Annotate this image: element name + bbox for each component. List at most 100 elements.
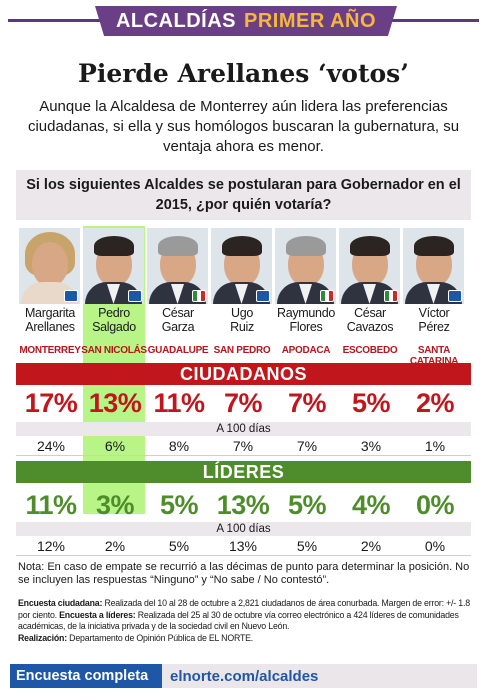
banner-part1: ALCALDÍAS bbox=[115, 9, 236, 32]
row-divider bbox=[16, 555, 471, 556]
ciudadanos-value: 13% bbox=[88, 388, 142, 418]
method-label-ciudadana: Encuesta ciudadana: bbox=[18, 598, 103, 608]
candidate-last-name: Salgado bbox=[92, 320, 136, 334]
candidate-name: Víctor Pérez bbox=[403, 306, 465, 334]
pan-logo-icon bbox=[256, 290, 270, 302]
banner-part2: PRIMER AÑO bbox=[244, 9, 377, 32]
method-label-realizacion: Realización: bbox=[18, 632, 67, 643]
method-label-lideres: Encuesta a líderes: bbox=[59, 609, 136, 620]
lideres-100dias-value: 13% bbox=[228, 538, 258, 554]
hair-shape bbox=[158, 236, 198, 256]
ciudadanos-100dias-value: 1% bbox=[424, 438, 446, 454]
footer-link[interactable]: elnorte.com/alcaldes bbox=[162, 664, 477, 688]
hair-shape bbox=[286, 236, 326, 256]
candidate-name: César Cavazos bbox=[339, 306, 401, 334]
headline: Pierde Arellanes ‘votos’ bbox=[78, 59, 409, 88]
candidate-photo bbox=[19, 228, 80, 304]
ciudadanos-100dias-value: 7% bbox=[232, 438, 254, 454]
candidate-photo bbox=[339, 228, 400, 304]
pri-logo-icon bbox=[384, 290, 398, 302]
footer-label: Encuesta completa bbox=[10, 664, 162, 688]
candidate-first-name: Raymundo bbox=[276, 306, 336, 320]
method-text-realizacion: Departamento de Opinión Pública de EL NO… bbox=[66, 632, 254, 643]
candidate-name: Pedro Salgado bbox=[83, 306, 145, 334]
candidate-first-name: César bbox=[162, 306, 194, 320]
note-text: Nota: En caso de empate se recurrió a la… bbox=[18, 561, 470, 586]
candidate-city: MONTERREY bbox=[19, 345, 81, 356]
a100-label-lideres: A 100 días bbox=[16, 522, 471, 536]
row-divider bbox=[16, 455, 471, 456]
dek: Aunque la Alcaldesa de Monterrey aún lid… bbox=[27, 98, 460, 155]
candidate-city: GUADALUPE bbox=[147, 345, 209, 356]
candidate-last-name: Ruiz bbox=[230, 320, 254, 334]
pri-logo-icon bbox=[320, 290, 334, 302]
lideres-value: 11% bbox=[25, 490, 77, 520]
candidate-city: APODACA bbox=[281, 345, 331, 356]
candidate-name: Raymundo Flores bbox=[275, 306, 337, 334]
pri-logo-icon bbox=[192, 290, 206, 302]
lideres-100dias-value: 0% bbox=[424, 538, 446, 554]
candidate-last-name: Pérez bbox=[418, 320, 450, 334]
ciudadanos-100dias-value: 7% bbox=[296, 438, 318, 454]
lideres-value: 0% bbox=[415, 490, 455, 520]
face-shape bbox=[32, 242, 68, 286]
candidate-photo bbox=[211, 228, 272, 304]
candidate-name: César Garza bbox=[147, 306, 209, 334]
lideres-100dias-value: 2% bbox=[360, 538, 382, 554]
hair-shape bbox=[414, 236, 454, 256]
method-text-lideres: Realizada del 25 al 30 de octubre vía co… bbox=[18, 609, 459, 632]
question-box: Si los siguientes Alcaldes se postularan… bbox=[16, 170, 471, 220]
ciudadanos-value: 5% bbox=[351, 388, 391, 418]
ciudadanos-100dias-value: 24% bbox=[36, 438, 66, 454]
candidate-first-name: Víctor bbox=[418, 306, 450, 320]
hair-shape bbox=[350, 236, 390, 256]
candidate-photo bbox=[83, 228, 144, 304]
lideres-100dias-value: 2% bbox=[104, 538, 126, 554]
ciudadanos-value: 17% bbox=[24, 388, 78, 418]
ciudadanos-100dias-value: 6% bbox=[104, 438, 126, 454]
candidate-first-name: Ugo bbox=[230, 306, 254, 320]
ciudadanos-value: 7% bbox=[223, 388, 263, 418]
candidate-last-name: Garza bbox=[161, 320, 195, 334]
lideres-value: 13% bbox=[216, 490, 270, 520]
candidate-last-name: Arellanes bbox=[25, 320, 75, 334]
pan-logo-icon bbox=[64, 290, 78, 302]
candidate-city: SAN NICOLÁS bbox=[81, 345, 147, 356]
candidate-city: SAN PEDRO bbox=[213, 345, 271, 356]
lideres-100dias-value: 12% bbox=[36, 538, 66, 554]
candidate-city: ESCOBEDO bbox=[342, 345, 398, 356]
pan-logo-icon bbox=[128, 290, 142, 302]
methodology: Encuesta ciudadana: Realizada del 10 al … bbox=[18, 598, 473, 644]
ciudadanos-band: CIUDADANOS bbox=[16, 363, 471, 385]
ciudadanos-value: 11% bbox=[153, 388, 205, 418]
candidate-photo bbox=[147, 228, 208, 304]
candidate-last-name: Cavazos bbox=[346, 320, 394, 334]
ciudadanos-100dias-value: 3% bbox=[360, 438, 382, 454]
ciudadanos-value: 2% bbox=[415, 388, 455, 418]
ciudadanos-100dias-value: 8% bbox=[168, 438, 190, 454]
candidate-last-name: Flores bbox=[289, 320, 323, 334]
hair-shape bbox=[222, 236, 262, 256]
candidate-photo bbox=[403, 228, 464, 304]
method-text-ciudadana: Realizada del 10 al 28 de octubre a 2,82… bbox=[18, 598, 470, 620]
lideres-value: 5% bbox=[159, 490, 199, 520]
candidate-photo bbox=[275, 228, 336, 304]
lideres-value: 3% bbox=[95, 490, 135, 520]
hair-shape bbox=[94, 236, 134, 256]
lideres-value: 5% bbox=[287, 490, 327, 520]
candidate-city: SANTA CATARINA bbox=[409, 345, 459, 367]
pan-logo-icon bbox=[448, 290, 462, 302]
lideres-100dias-value: 5% bbox=[168, 538, 190, 554]
a100-label-ciudadanos: A 100 días bbox=[16, 422, 471, 436]
candidate-first-name: César bbox=[354, 306, 386, 320]
candidate-first-name: Margarita bbox=[24, 306, 76, 320]
lideres-100dias-value: 5% bbox=[296, 538, 318, 554]
suit-shape bbox=[21, 282, 78, 304]
candidate-first-name: Pedro bbox=[98, 306, 130, 320]
lideres-value: 4% bbox=[351, 490, 391, 520]
section-banner: ALCALDÍAS PRIMER AÑO bbox=[95, 6, 397, 36]
footer-bar: Encuesta completa elnorte.com/alcaldes bbox=[10, 664, 477, 688]
ciudadanos-value: 7% bbox=[287, 388, 327, 418]
candidate-name: Margarita Arellanes bbox=[19, 306, 81, 334]
candidate-name: Ugo Ruiz bbox=[211, 306, 273, 334]
